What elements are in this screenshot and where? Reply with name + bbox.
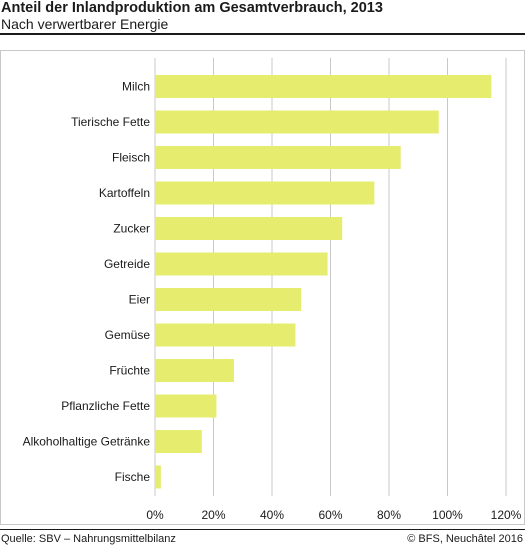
bar-4 [155,217,343,240]
category-label: Fleisch [112,151,150,165]
credit-note: © BFS, Neuchâtel 2016 [407,533,523,545]
bars [155,75,492,489]
bar-10 [155,430,202,453]
category-label: Fische [115,470,151,484]
chart-subtitle: Nach verwertbarer Energie [1,16,169,32]
header-divider [0,33,525,35]
category-label: Gemüse [105,328,151,342]
category-label: Alkoholhaltige Getränke [23,435,151,449]
chart-title: Anteil der Inlandproduktion am Gesamtver… [1,0,383,16]
x-tick-label: 20% [201,508,225,522]
bar-2 [155,146,401,169]
bar-1 [155,110,439,134]
x-tick-label: 0% [146,508,164,522]
category-labels: Milch Tierische Fette Fleisch Kartoffeln Zuc… [23,80,151,485]
category-label: Früchte [109,364,150,378]
bar-7 [155,323,296,347]
bar-11 [155,465,161,489]
x-axis-tick-labels: 0% 20% 40% 60% 80% 100% 120% [146,508,521,522]
category-label: Getreide [104,257,150,271]
bar-6 [155,288,302,311]
bar-5 [155,252,328,276]
category-label: Tierische Fette [71,115,150,129]
x-tick-label: 60% [318,508,342,522]
bar-9 [155,394,217,418]
bar-8 [155,359,234,382]
category-label: Zucker [113,222,150,236]
bar-0 [155,75,492,98]
category-label: Kartoffeln [99,186,150,200]
bar-3 [155,181,375,205]
x-tick-label: 100% [432,508,463,522]
footer-divider [0,529,525,530]
x-tick-label: 80% [377,508,401,522]
source-note: Quelle: SBV – Nahrungsmittelbilanz [1,533,176,545]
category-label: Pflanzliche Fette [61,399,150,413]
category-label: Milch [122,80,150,94]
category-label: Eier [129,293,150,307]
x-tick-label: 40% [260,508,284,522]
x-tick-label: 120% [491,508,522,522]
